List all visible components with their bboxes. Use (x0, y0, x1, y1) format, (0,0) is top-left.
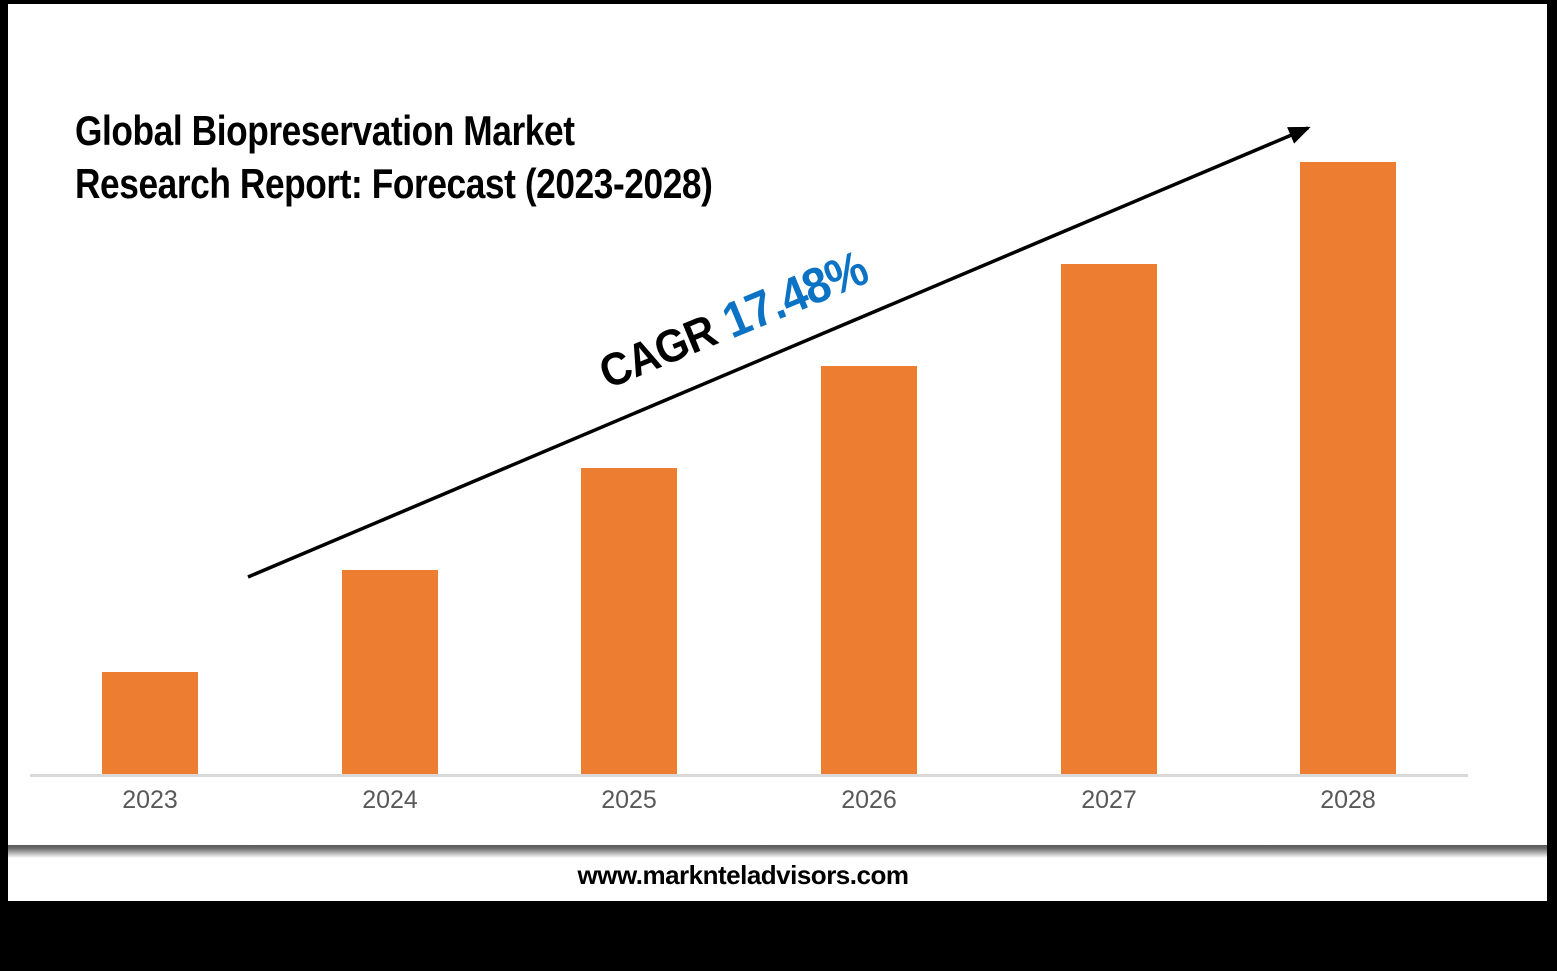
bar-2026 (821, 366, 917, 774)
footer-divider (8, 845, 1547, 858)
bar-2025 (581, 468, 677, 774)
x-axis-label-2024: 2024 (362, 786, 418, 814)
x-axis-label-2023: 2023 (122, 786, 178, 814)
x-axis-label-2025: 2025 (601, 786, 657, 814)
footer-website: www.marknteladvisors.com (577, 860, 909, 890)
slide-content: Global Biopreservation Market Research R… (8, 4, 1547, 901)
bar-2023 (102, 672, 198, 774)
bar-2028 (1300, 162, 1396, 774)
x-axis-label-2028: 2028 (1320, 786, 1376, 814)
bar-chart: 2023 2024 2025 2026 2027 2028 (8, 4, 1547, 901)
x-axis-label-2027: 2027 (1081, 786, 1137, 814)
bar-2024 (342, 570, 438, 774)
x-axis-label-2026: 2026 (841, 786, 897, 814)
bar-2027 (1061, 264, 1157, 774)
x-axis-line (30, 774, 1468, 777)
